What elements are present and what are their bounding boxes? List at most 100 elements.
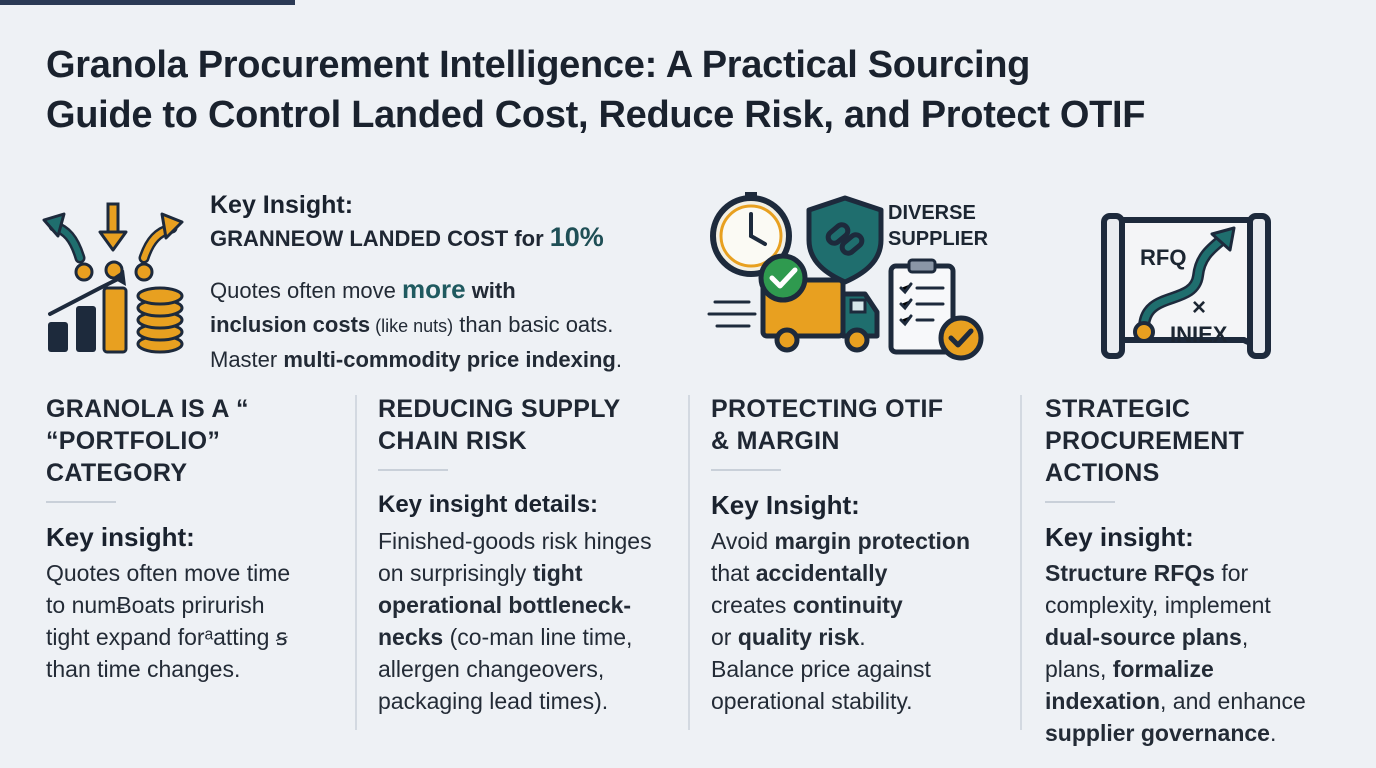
column-divider	[688, 395, 690, 730]
supply-risk-graphic	[707, 192, 984, 361]
body-bold: accidentally	[755, 560, 888, 586]
body-text: that	[711, 560, 756, 586]
column-subheading: Key insight:	[46, 522, 195, 552]
column-rule	[711, 469, 781, 471]
hero-sub-prefix: GRANNEOW LANDED COST for	[210, 226, 550, 251]
hero-body-accent: more	[402, 274, 466, 304]
body-line: operational bottleneck-	[378, 589, 683, 621]
diverse-line: DIVERSE	[888, 202, 976, 224]
column-heading-line: PROCUREMENT ACTIONS	[1045, 427, 1245, 487]
column-heading: PROTECTING OTIF & MARGIN	[711, 393, 1016, 457]
body-text: .	[859, 624, 866, 650]
body-bold: indexation	[1045, 688, 1161, 714]
column-heading: REDUCING SUPPLY CHAIN RISK	[378, 393, 683, 457]
body-line: that accidentally	[711, 557, 1016, 589]
body-bold: quality risk	[737, 624, 860, 650]
column-rule	[46, 501, 116, 503]
hero-body-p3-bold: multi-commodity price indexing	[283, 347, 616, 372]
rfq-x-label: ×	[1192, 294, 1207, 321]
body-line: creates continuity	[711, 589, 1016, 621]
page-title: Granola Procurement Intelligence: A Prac…	[46, 40, 1346, 140]
body-line: packaging lead times).	[378, 688, 609, 714]
body-line: necks (co-man line time,	[378, 621, 683, 653]
body-text: ,	[1241, 624, 1249, 650]
clock-icon	[710, 192, 792, 277]
body-line: Finished-goods risk hinges	[378, 528, 652, 554]
rfq-label: RFQ	[1140, 245, 1187, 270]
body-line: tight expand forᵃatting ꞩ	[46, 624, 288, 650]
column-rule	[1045, 501, 1115, 503]
column-divider	[355, 395, 357, 730]
body-text: , and enhance	[1160, 688, 1306, 714]
body-text: Avoid	[711, 528, 775, 554]
body-bold: continuity	[792, 592, 903, 618]
body-text: for	[1214, 560, 1249, 586]
cost-growth-icon	[42, 202, 184, 354]
column-heading-line: CHAIN RISK	[378, 427, 527, 455]
hero-subheading: GRANNEOW LANDED COST for 10%	[210, 220, 690, 256]
body-bold: supplier governance	[1045, 720, 1270, 746]
column-divider	[1020, 395, 1022, 730]
column-subheading: Key insight details:	[378, 491, 599, 518]
column-otif-margin: PROTECTING OTIF & MARGIN Key Insight: Av…	[711, 393, 1016, 733]
column-heading-line: “PORTFOLIO” CATEGORY	[46, 427, 221, 487]
hero-sub-percent: 10%	[549, 222, 604, 252]
supplier-line: SUPPLIER	[888, 228, 989, 250]
body-line: than time changes.	[46, 656, 241, 682]
column-body: Structure RFQs for complexity, implement…	[1045, 557, 1365, 749]
column-body: Avoid margin protection that accidentall…	[711, 525, 1016, 717]
column-heading-line: STRATEGIC	[1045, 395, 1191, 423]
column-rule	[378, 469, 448, 471]
column-heading-line: GRANOLA IS A “	[46, 395, 249, 423]
column-subheading: Key insight:	[1045, 522, 1194, 552]
body-text: (co-man line time,	[443, 624, 633, 650]
rfq-roadmap-icon	[1101, 213, 1271, 359]
body-text: .	[1269, 720, 1277, 746]
body-line: operational stability.	[711, 688, 913, 714]
body-line: or quality risk.	[711, 621, 1016, 653]
hero-body-p2-bold: inclusion costs	[210, 312, 371, 337]
body-line: plans, formalize	[1045, 653, 1365, 685]
body-bold: necks	[378, 624, 444, 650]
body-line: dual-source plans,	[1045, 621, 1365, 653]
body-line: Balance price against	[711, 656, 931, 682]
body-text: creates	[711, 592, 793, 618]
body-line: complexity, implement	[1045, 592, 1271, 618]
body-text: on surprisingly	[378, 560, 533, 586]
diverse-supplier-label: DIVERSE SUPPLIER	[888, 200, 998, 252]
column-strategic-actions: STRATEGIC PROCUREMENT ACTIONS Key insigh…	[1045, 393, 1365, 746]
hero-body-p1-bold: with	[465, 278, 516, 303]
column-heading-line: & MARGIN	[711, 427, 840, 455]
body-line: supplier governance.	[1045, 717, 1365, 749]
hero-body-p2-small: (like nuts)	[370, 316, 454, 336]
body-bold: margin protection	[774, 528, 971, 554]
title-line-1: Granola Procurement Intelligence: A Prac…	[46, 44, 1031, 86]
body-bold: tight	[532, 560, 583, 586]
hero-body-p3-end: .	[615, 347, 622, 372]
hero-body-p3: Master	[210, 347, 284, 372]
body-line: to numɃoats prirurish	[46, 589, 346, 621]
hero-heading: Key Insight:	[210, 191, 354, 219]
index-label: INIEX	[1170, 322, 1228, 347]
hero-body-p2-rest: than basic oats.	[453, 312, 614, 337]
column-body: Quotes often move time to numɃoats priru…	[46, 557, 346, 685]
body-line: Quotes often move time	[46, 560, 291, 586]
hero-body-p1: Quotes often move	[210, 278, 402, 303]
body-bold: operational bottleneck-	[378, 592, 632, 618]
body-bold: dual-source plans	[1045, 624, 1242, 650]
top-accent-bar	[0, 0, 295, 5]
body-text: plans,	[1045, 656, 1113, 682]
body-text: or	[711, 624, 738, 650]
column-heading: STRATEGIC PROCUREMENT ACTIONS	[1045, 393, 1365, 489]
body-line: indexation, and enhance	[1045, 685, 1365, 717]
column-subheading: Key Insight:	[711, 490, 860, 520]
hero-body: Quotes often move more with inclusion co…	[210, 272, 690, 377]
body-line: on surprisingly tight	[378, 557, 683, 589]
shield-link-icon	[806, 195, 884, 285]
column-heading-line: PROTECTING OTIF	[711, 395, 944, 423]
column-heading: GRANOLA IS A “ “PORTFOLIO” CATEGORY	[46, 393, 346, 489]
body-line: Avoid margin protection	[711, 525, 1016, 557]
body-bold: Structure RFQs	[1045, 560, 1215, 586]
body-line: Structure RFQs for	[1045, 557, 1365, 589]
body-line-text: to numɃoats prirurish	[46, 592, 265, 618]
